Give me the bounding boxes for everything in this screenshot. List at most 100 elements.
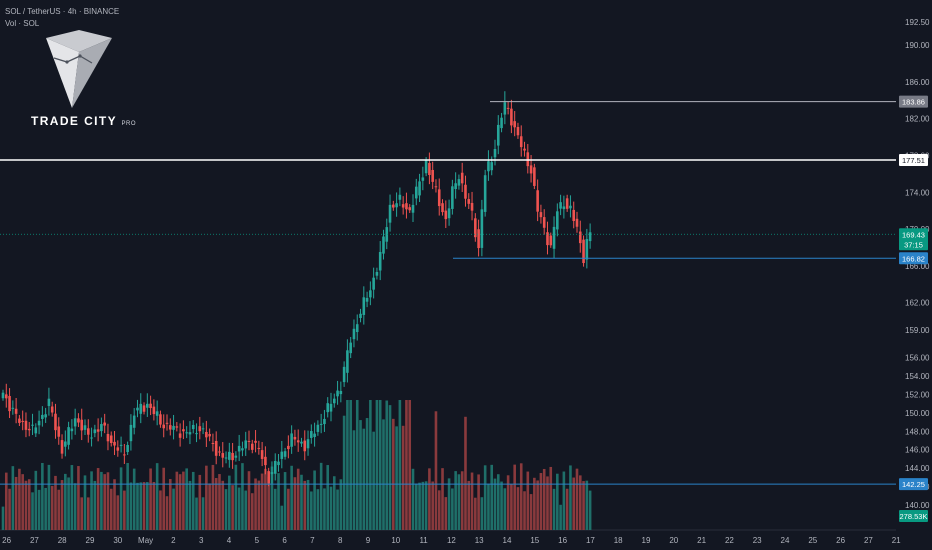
candle-body: [467, 199, 471, 204]
candle-body: [503, 102, 507, 115]
price-level-tag: [899, 252, 928, 265]
volume-bar: [139, 482, 143, 530]
volume-bar: [539, 473, 543, 530]
candle-body: [323, 418, 326, 425]
volume-bar: [1, 506, 5, 530]
candle-body: [460, 172, 464, 184]
volume-bar: [126, 463, 129, 530]
candle-body: [241, 448, 244, 451]
candle-body: [208, 434, 211, 437]
volume-bar: [152, 481, 156, 530]
candle-body: [257, 447, 261, 449]
time-tick-label: 10: [391, 536, 400, 545]
volume-bar: [519, 463, 523, 530]
candle-body: [191, 424, 195, 430]
candle-body: [290, 433, 293, 447]
candle-body: [539, 212, 543, 218]
candle-body: [493, 149, 497, 158]
volume-bar: [536, 480, 539, 530]
candle-body: [582, 239, 585, 264]
candle-body: [523, 148, 526, 151]
volume-bar: [129, 482, 133, 530]
candle-body: [375, 272, 379, 276]
volume-bar: [241, 463, 244, 530]
time-tick-label: 13: [475, 536, 484, 545]
candle-body: [106, 433, 110, 442]
candle-body: [218, 451, 221, 453]
candle-body: [378, 251, 382, 271]
candle-body: [168, 425, 172, 430]
volume-bar: [11, 466, 15, 530]
volume-bar: [142, 482, 146, 530]
time-tick-label: 28: [58, 536, 67, 545]
volume-bar: [109, 488, 113, 530]
volume-bar: [562, 471, 566, 530]
candle-body: [37, 420, 41, 426]
candle-body: [408, 207, 412, 211]
candle-body: [188, 432, 192, 435]
volume-bar: [385, 400, 389, 530]
volume-bar: [57, 489, 61, 530]
volume-bar: [480, 497, 484, 530]
volume-bar: [136, 482, 139, 530]
volume-bar: [336, 489, 339, 530]
volume-bar: [280, 505, 284, 530]
candle-body: [100, 424, 103, 432]
price-level-label: 177.51: [902, 156, 925, 165]
time-tick-label: 29: [86, 536, 95, 545]
time-tick-label: 22: [725, 536, 734, 545]
time-tick-label: 14: [503, 536, 512, 545]
volume-bar: [408, 400, 412, 530]
candle-body: [165, 422, 169, 424]
volume-bar: [503, 488, 507, 530]
volume-bar: [355, 400, 359, 530]
candle-body: [172, 425, 175, 430]
candle-body: [264, 456, 267, 466]
candle-body: [424, 160, 428, 174]
price-tick-label: 150.00: [905, 409, 930, 418]
volume-indicator-title: Vol · SOL: [5, 19, 40, 28]
volume-bar: [372, 431, 375, 530]
volume-bar: [316, 489, 320, 530]
volume-bar: [523, 491, 526, 530]
volume-bar: [411, 468, 415, 530]
volume-bar: [172, 488, 175, 530]
candle-body: [578, 231, 582, 244]
candle-body: [470, 202, 474, 211]
candle-body: [405, 203, 408, 210]
candle-body: [510, 108, 513, 126]
volume-bar: [277, 473, 280, 530]
candle-body: [431, 169, 434, 182]
candle-body: [54, 413, 57, 431]
price-tick-label: 162.00: [905, 299, 930, 308]
volume-bar: [237, 487, 241, 530]
candle-body: [90, 437, 93, 439]
candle-body: [418, 181, 421, 196]
candle-body: [96, 429, 100, 432]
candle-body: [483, 175, 487, 212]
candle-body: [556, 211, 559, 230]
candle-body: [444, 210, 448, 220]
candle-body: [559, 202, 562, 209]
candle-body: [496, 124, 500, 146]
time-tick-label: 19: [642, 536, 651, 545]
candle-body: [421, 177, 425, 181]
candle-body: [506, 107, 510, 109]
volume-bar: [464, 416, 467, 530]
price-tick-label: 144.00: [905, 464, 930, 473]
candle-body: [529, 165, 533, 174]
price-tick-label: 140.00: [905, 501, 930, 510]
volume-bar: [477, 474, 480, 530]
volume-bar: [431, 481, 434, 530]
volume-bar: [526, 471, 530, 530]
price-tick-label: 186.00: [905, 78, 930, 87]
candle-body: [277, 461, 280, 466]
volume-bar: [254, 478, 257, 530]
volume-bar: [146, 482, 149, 530]
price-tick-label: 192.50: [905, 18, 930, 27]
candle-body: [572, 209, 576, 221]
price-tick-label: 156.00: [905, 354, 930, 363]
candle-body: [310, 431, 313, 438]
